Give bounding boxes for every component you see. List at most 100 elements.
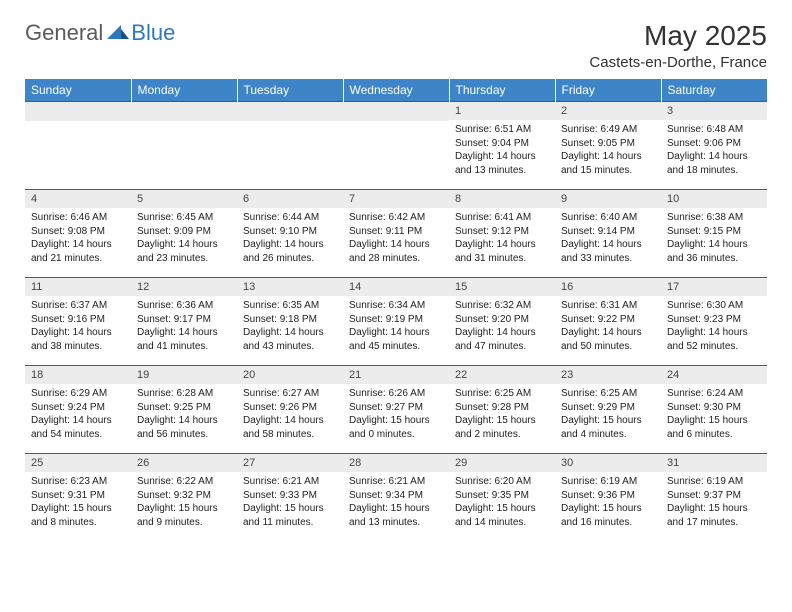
calendar-table: SundayMondayTuesdayWednesdayThursdayFrid… — [25, 79, 767, 542]
day-info: Sunrise: 6:29 AMSunset: 9:24 PMDaylight:… — [25, 384, 131, 445]
day-number: 29 — [449, 454, 555, 472]
day-number: 7 — [343, 190, 449, 208]
calendar-day-cell: 30Sunrise: 6:19 AMSunset: 9:36 PMDayligh… — [555, 454, 661, 542]
day-number: 8 — [449, 190, 555, 208]
calendar-week-row: 11Sunrise: 6:37 AMSunset: 9:16 PMDayligh… — [25, 278, 767, 366]
weekday-header: Monday — [131, 79, 237, 102]
day-info: Sunrise: 6:28 AMSunset: 9:25 PMDaylight:… — [131, 384, 237, 445]
weekday-header: Saturday — [661, 79, 767, 102]
calendar-day-cell: 7Sunrise: 6:42 AMSunset: 9:11 PMDaylight… — [343, 190, 449, 278]
day-info: Sunrise: 6:31 AMSunset: 9:22 PMDaylight:… — [555, 296, 661, 357]
day-number: 21 — [343, 366, 449, 384]
calendar-day-cell: 17Sunrise: 6:30 AMSunset: 9:23 PMDayligh… — [661, 278, 767, 366]
day-info: Sunrise: 6:45 AMSunset: 9:09 PMDaylight:… — [131, 208, 237, 269]
day-info: Sunrise: 6:49 AMSunset: 9:05 PMDaylight:… — [555, 120, 661, 181]
day-number: 11 — [25, 278, 131, 296]
calendar-day-cell — [131, 102, 237, 190]
calendar-day-cell: 20Sunrise: 6:27 AMSunset: 9:26 PMDayligh… — [237, 366, 343, 454]
calendar-day-cell: 5Sunrise: 6:45 AMSunset: 9:09 PMDaylight… — [131, 190, 237, 278]
day-info: Sunrise: 6:25 AMSunset: 9:28 PMDaylight:… — [449, 384, 555, 445]
header: General Blue May 2025 Castets-en-Dorthe,… — [25, 20, 767, 71]
calendar-week-row: 18Sunrise: 6:29 AMSunset: 9:24 PMDayligh… — [25, 366, 767, 454]
day-number: 9 — [555, 190, 661, 208]
day-info: Sunrise: 6:42 AMSunset: 9:11 PMDaylight:… — [343, 208, 449, 269]
day-info: Sunrise: 6:51 AMSunset: 9:04 PMDaylight:… — [449, 120, 555, 181]
calendar-day-cell: 29Sunrise: 6:20 AMSunset: 9:35 PMDayligh… — [449, 454, 555, 542]
day-number: 3 — [661, 102, 767, 120]
weekday-header: Thursday — [449, 79, 555, 102]
day-info: Sunrise: 6:32 AMSunset: 9:20 PMDaylight:… — [449, 296, 555, 357]
empty-day-num — [25, 102, 131, 121]
day-number: 17 — [661, 278, 767, 296]
day-number: 19 — [131, 366, 237, 384]
calendar-day-cell: 28Sunrise: 6:21 AMSunset: 9:34 PMDayligh… — [343, 454, 449, 542]
empty-day-num — [237, 102, 343, 121]
calendar-day-cell: 21Sunrise: 6:26 AMSunset: 9:27 PMDayligh… — [343, 366, 449, 454]
day-number: 16 — [555, 278, 661, 296]
calendar-week-row: 1Sunrise: 6:51 AMSunset: 9:04 PMDaylight… — [25, 102, 767, 190]
weekday-header: Sunday — [25, 79, 131, 102]
day-info: Sunrise: 6:40 AMSunset: 9:14 PMDaylight:… — [555, 208, 661, 269]
calendar-day-cell: 9Sunrise: 6:40 AMSunset: 9:14 PMDaylight… — [555, 190, 661, 278]
calendar-day-cell — [25, 102, 131, 190]
calendar-day-cell: 14Sunrise: 6:34 AMSunset: 9:19 PMDayligh… — [343, 278, 449, 366]
location: Castets-en-Dorthe, France — [589, 54, 767, 71]
day-number: 10 — [661, 190, 767, 208]
logo-text-blue: Blue — [131, 20, 175, 46]
calendar-day-cell: 26Sunrise: 6:22 AMSunset: 9:32 PMDayligh… — [131, 454, 237, 542]
day-info: Sunrise: 6:30 AMSunset: 9:23 PMDaylight:… — [661, 296, 767, 357]
day-number: 20 — [237, 366, 343, 384]
day-number: 28 — [343, 454, 449, 472]
day-info: Sunrise: 6:37 AMSunset: 9:16 PMDaylight:… — [25, 296, 131, 357]
day-number: 14 — [343, 278, 449, 296]
calendar-day-cell: 31Sunrise: 6:19 AMSunset: 9:37 PMDayligh… — [661, 454, 767, 542]
day-number: 12 — [131, 278, 237, 296]
day-info: Sunrise: 6:26 AMSunset: 9:27 PMDaylight:… — [343, 384, 449, 445]
calendar-body: 1Sunrise: 6:51 AMSunset: 9:04 PMDaylight… — [25, 102, 767, 542]
day-info: Sunrise: 6:25 AMSunset: 9:29 PMDaylight:… — [555, 384, 661, 445]
logo: General Blue — [25, 20, 175, 46]
day-number: 4 — [25, 190, 131, 208]
calendar-day-cell: 11Sunrise: 6:37 AMSunset: 9:16 PMDayligh… — [25, 278, 131, 366]
calendar-day-cell: 25Sunrise: 6:23 AMSunset: 9:31 PMDayligh… — [25, 454, 131, 542]
calendar-day-cell: 2Sunrise: 6:49 AMSunset: 9:05 PMDaylight… — [555, 102, 661, 190]
day-number: 25 — [25, 454, 131, 472]
day-info: Sunrise: 6:46 AMSunset: 9:08 PMDaylight:… — [25, 208, 131, 269]
day-number: 1 — [449, 102, 555, 120]
calendar-day-cell: 4Sunrise: 6:46 AMSunset: 9:08 PMDaylight… — [25, 190, 131, 278]
weekday-header: Friday — [555, 79, 661, 102]
calendar-day-cell: 27Sunrise: 6:21 AMSunset: 9:33 PMDayligh… — [237, 454, 343, 542]
calendar-day-cell: 19Sunrise: 6:28 AMSunset: 9:25 PMDayligh… — [131, 366, 237, 454]
day-info: Sunrise: 6:23 AMSunset: 9:31 PMDaylight:… — [25, 472, 131, 533]
day-info: Sunrise: 6:34 AMSunset: 9:19 PMDaylight:… — [343, 296, 449, 357]
day-number: 6 — [237, 190, 343, 208]
calendar-day-cell: 3Sunrise: 6:48 AMSunset: 9:06 PMDaylight… — [661, 102, 767, 190]
calendar-day-cell: 22Sunrise: 6:25 AMSunset: 9:28 PMDayligh… — [449, 366, 555, 454]
calendar-day-cell: 10Sunrise: 6:38 AMSunset: 9:15 PMDayligh… — [661, 190, 767, 278]
weekday-row: SundayMondayTuesdayWednesdayThursdayFrid… — [25, 79, 767, 102]
day-info: Sunrise: 6:19 AMSunset: 9:36 PMDaylight:… — [555, 472, 661, 533]
day-number: 22 — [449, 366, 555, 384]
day-info: Sunrise: 6:48 AMSunset: 9:06 PMDaylight:… — [661, 120, 767, 181]
calendar-day-cell: 8Sunrise: 6:41 AMSunset: 9:12 PMDaylight… — [449, 190, 555, 278]
weekday-header: Tuesday — [237, 79, 343, 102]
empty-day-num — [343, 102, 449, 121]
calendar-day-cell: 23Sunrise: 6:25 AMSunset: 9:29 PMDayligh… — [555, 366, 661, 454]
calendar-day-cell — [343, 102, 449, 190]
day-info: Sunrise: 6:41 AMSunset: 9:12 PMDaylight:… — [449, 208, 555, 269]
calendar-day-cell — [237, 102, 343, 190]
day-number: 30 — [555, 454, 661, 472]
day-number: 26 — [131, 454, 237, 472]
day-info: Sunrise: 6:44 AMSunset: 9:10 PMDaylight:… — [237, 208, 343, 269]
calendar-day-cell: 13Sunrise: 6:35 AMSunset: 9:18 PMDayligh… — [237, 278, 343, 366]
day-info: Sunrise: 6:20 AMSunset: 9:35 PMDaylight:… — [449, 472, 555, 533]
day-info: Sunrise: 6:21 AMSunset: 9:34 PMDaylight:… — [343, 472, 449, 533]
weekday-header: Wednesday — [343, 79, 449, 102]
day-info: Sunrise: 6:36 AMSunset: 9:17 PMDaylight:… — [131, 296, 237, 357]
day-number: 24 — [661, 366, 767, 384]
calendar-day-cell: 16Sunrise: 6:31 AMSunset: 9:22 PMDayligh… — [555, 278, 661, 366]
calendar-day-cell: 24Sunrise: 6:24 AMSunset: 9:30 PMDayligh… — [661, 366, 767, 454]
calendar-day-cell: 12Sunrise: 6:36 AMSunset: 9:17 PMDayligh… — [131, 278, 237, 366]
day-number: 13 — [237, 278, 343, 296]
day-number: 27 — [237, 454, 343, 472]
